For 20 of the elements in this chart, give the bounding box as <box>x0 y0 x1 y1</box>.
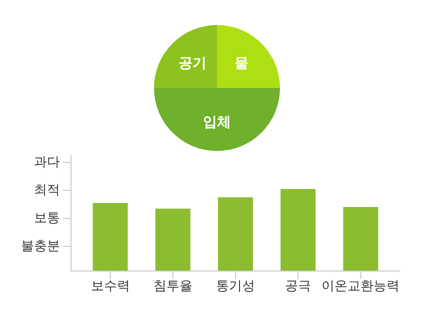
x-tick-label: 공극 <box>285 279 312 294</box>
bar <box>92 202 128 271</box>
bar <box>343 207 378 271</box>
text: 과다 <box>34 154 60 170</box>
pie-slice <box>217 25 280 88</box>
text: 불충분 <box>21 238 60 254</box>
pie-slice <box>154 25 217 88</box>
text: 보통 <box>34 210 60 226</box>
x-tick-label: 이온교환능력 <box>322 279 400 294</box>
x-tick-label: 보수력 <box>90 279 130 294</box>
text: 최적 <box>34 182 60 198</box>
bar <box>218 197 253 271</box>
x-tick-label: 통기성 <box>216 279 255 294</box>
pie-slice <box>154 88 280 151</box>
slice-label: 공기 <box>178 56 206 72</box>
slice-label: 물 <box>234 56 248 72</box>
x-tick-label: 침투율 <box>153 279 192 294</box>
bar <box>280 189 316 271</box>
bar <box>155 208 190 271</box>
slice-label: 입체 <box>203 114 231 131</box>
